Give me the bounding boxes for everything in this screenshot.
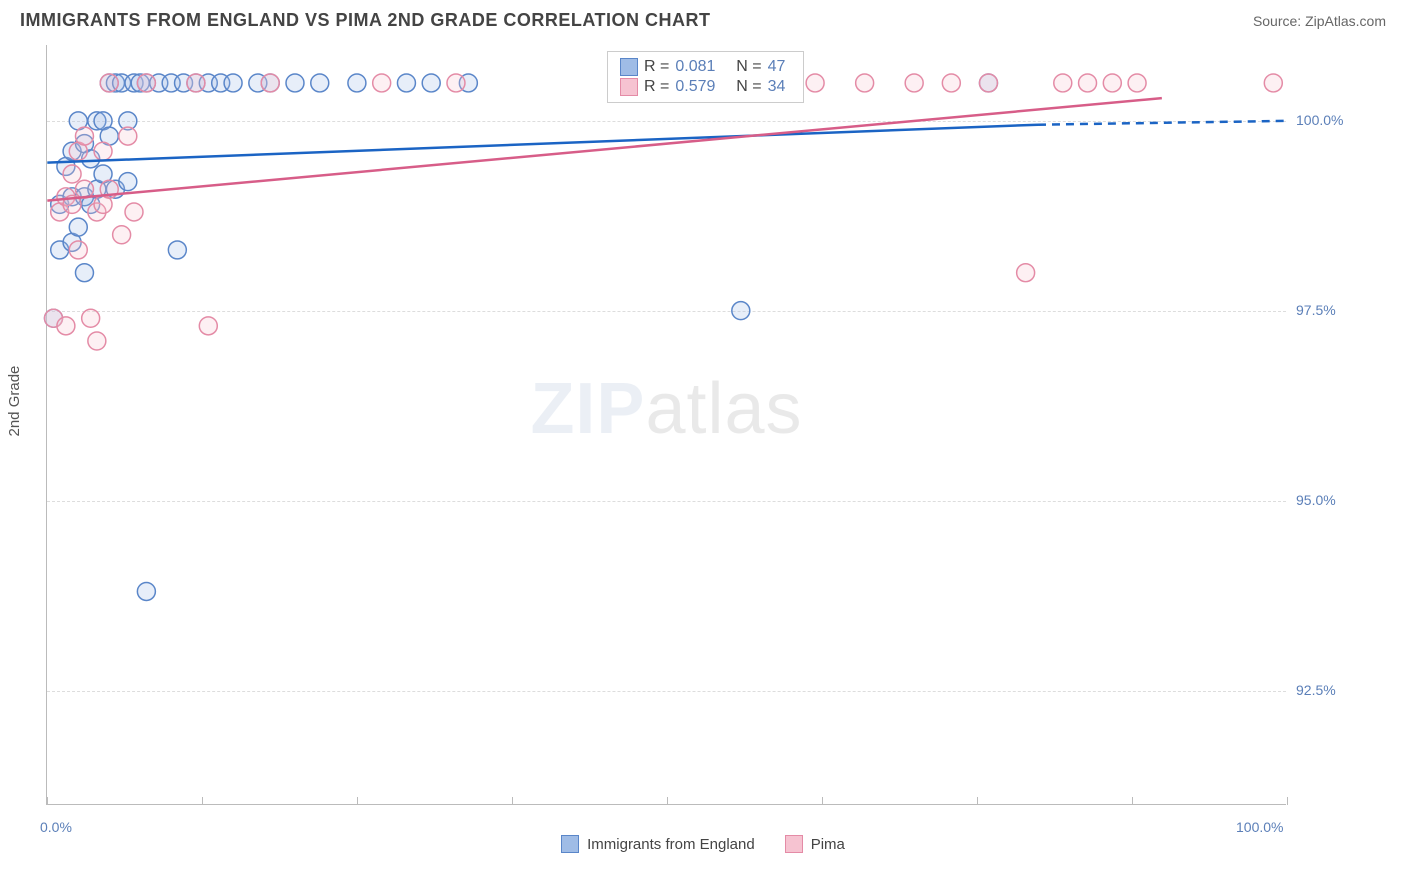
data-point	[422, 74, 440, 92]
data-point	[856, 74, 874, 92]
data-point	[1017, 264, 1035, 282]
x-tick	[357, 797, 358, 805]
plot-svg	[47, 45, 1286, 804]
data-point	[732, 302, 750, 320]
source-label: Source: ZipAtlas.com	[1253, 13, 1386, 29]
stats-r-label: R =	[644, 78, 669, 96]
x-tick	[512, 797, 513, 805]
regression-line	[47, 98, 1162, 200]
data-point	[224, 74, 242, 92]
x-tick	[822, 797, 823, 805]
data-point	[1054, 74, 1072, 92]
data-point	[69, 241, 87, 259]
x-tick	[1132, 797, 1133, 805]
data-point	[69, 218, 87, 236]
data-point	[261, 74, 279, 92]
x-tick-label: 0.0%	[40, 819, 72, 835]
data-point	[63, 165, 81, 183]
x-tick	[47, 797, 48, 805]
stats-n-value: 47	[768, 58, 786, 76]
data-point	[979, 74, 997, 92]
data-point	[82, 309, 100, 327]
legend-swatch	[785, 835, 803, 853]
regression-line-dashed	[1038, 121, 1286, 125]
legend-label: Pima	[811, 836, 845, 853]
data-point	[137, 74, 155, 92]
stats-swatch	[620, 78, 638, 96]
data-point	[397, 74, 415, 92]
data-point	[94, 142, 112, 160]
data-point	[1128, 74, 1146, 92]
data-point	[137, 582, 155, 600]
data-point	[311, 74, 329, 92]
data-point	[100, 74, 118, 92]
data-point	[199, 317, 217, 335]
plot-area: ZIPatlas R =0.081 N =47R =0.579 N =34	[46, 45, 1286, 805]
stats-r-label: R =	[644, 58, 669, 76]
chart-title: IMMIGRANTS FROM ENGLAND VS PIMA 2ND GRAD…	[20, 10, 711, 31]
x-tick	[977, 797, 978, 805]
stats-r-value: 0.081	[675, 58, 715, 76]
data-point	[1264, 74, 1282, 92]
stats-n-label: N =	[736, 78, 761, 96]
y-tick-label: 100.0%	[1296, 112, 1343, 128]
data-point	[75, 127, 93, 145]
data-point	[942, 74, 960, 92]
legend-item: Immigrants from England	[561, 835, 755, 853]
stats-n-label: N =	[736, 58, 761, 76]
data-point	[373, 74, 391, 92]
stats-swatch	[620, 58, 638, 76]
data-point	[348, 74, 366, 92]
data-point	[286, 74, 304, 92]
y-tick-label: 92.5%	[1296, 682, 1336, 698]
data-point	[1079, 74, 1097, 92]
y-axis-label: 2nd Grade	[6, 366, 23, 437]
data-point	[806, 74, 824, 92]
stats-box: R = 0.081 N = 47 R = 0.579 N = 34	[607, 51, 804, 103]
data-point	[447, 74, 465, 92]
data-point	[187, 74, 205, 92]
data-point	[168, 241, 186, 259]
y-tick-label: 95.0%	[1296, 492, 1336, 508]
data-point	[75, 264, 93, 282]
data-point	[119, 127, 137, 145]
legend-swatch	[561, 835, 579, 853]
data-point	[119, 173, 137, 191]
chart-container: 2nd Grade ZIPatlas R =0.081 N =47R =0.57…	[0, 35, 1406, 855]
stats-n-value: 34	[768, 78, 786, 96]
data-point	[1103, 74, 1121, 92]
data-point	[88, 332, 106, 350]
x-tick-label: 100.0%	[1236, 819, 1283, 835]
x-tick	[667, 797, 668, 805]
data-point	[113, 226, 131, 244]
data-point	[57, 317, 75, 335]
stats-r-value: 0.579	[675, 78, 715, 96]
legend-item: Pima	[785, 835, 845, 853]
legend-label: Immigrants from England	[587, 836, 755, 853]
regression-line	[47, 125, 1038, 163]
y-tick-label: 97.5%	[1296, 302, 1336, 318]
legend: Immigrants from England Pima	[0, 835, 1406, 853]
x-tick	[202, 797, 203, 805]
data-point	[905, 74, 923, 92]
x-tick	[1287, 797, 1288, 805]
data-point	[125, 203, 143, 221]
